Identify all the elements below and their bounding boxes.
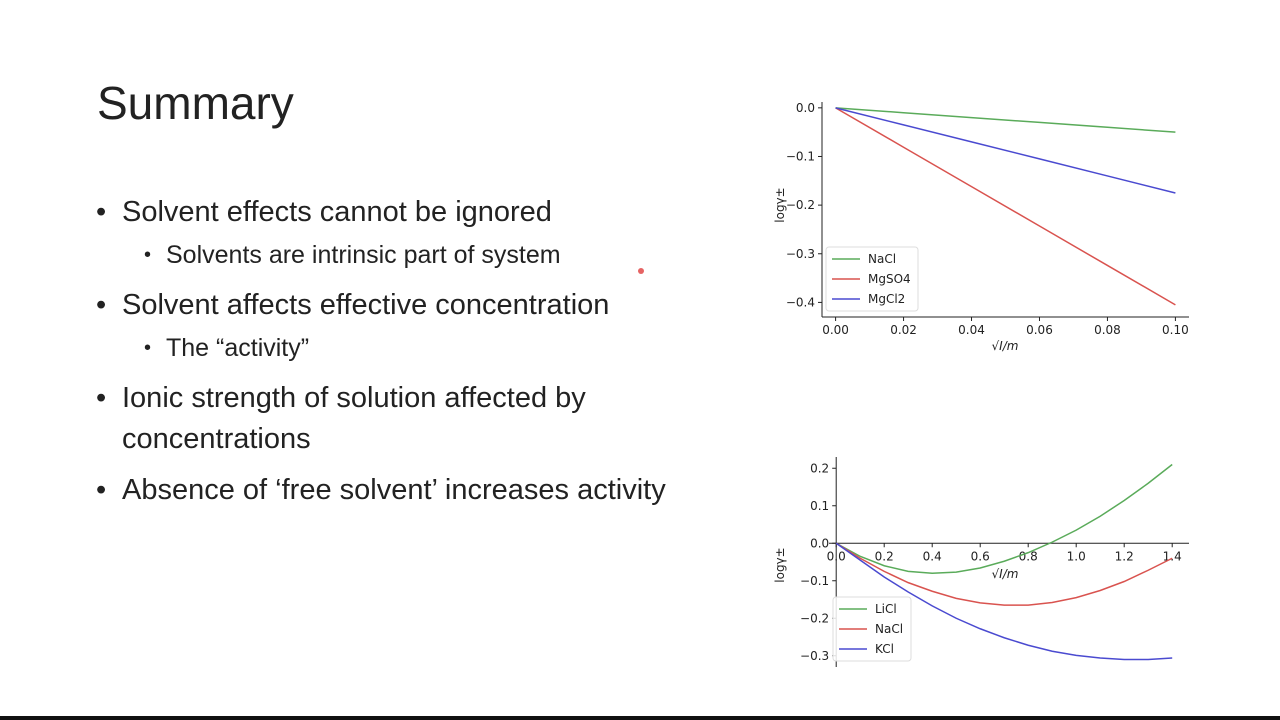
y-tick-label: −0.2	[800, 611, 829, 625]
bullet: Solvent effects cannot be ignored Solvent…	[96, 192, 696, 275]
bottom-bar	[0, 716, 1280, 720]
y-axis-label: logγ±	[773, 187, 787, 222]
series-line	[835, 107, 1176, 133]
bullet-text: Solvent effects cannot be ignored	[122, 196, 552, 228]
legend-box	[825, 246, 919, 312]
legend-label: NaCl	[875, 622, 903, 636]
slide-title: Summary	[97, 77, 294, 129]
series-line	[835, 107, 1176, 306]
x-tick-label: 0.6	[971, 549, 990, 563]
sub-list: Solvents are intrinsic part of system	[122, 235, 696, 275]
bullet-list: Solvent effects cannot be ignored Solvent…	[96, 192, 696, 521]
x-tick-label: 0.02	[890, 323, 917, 337]
y-axis-label: logγ±	[773, 547, 787, 582]
bullet-text: Solvent affects effective concentration	[122, 289, 610, 321]
x-tick-label: 0.08	[1094, 323, 1121, 337]
series-line	[835, 107, 1176, 194]
y-tick-label: 0.0	[810, 536, 829, 550]
y-tick-label: −0.4	[786, 295, 815, 309]
legend-label: MgSO4	[868, 272, 911, 286]
y-tick-label: −0.3	[800, 649, 829, 663]
bullet: Ionic strength of solution affected by c…	[96, 378, 696, 460]
x-tick-label: 0.10	[1162, 323, 1189, 337]
legend-label: LiCl	[875, 602, 897, 616]
x-axis-label: √I/m	[992, 339, 1019, 353]
legend-label: NaCl	[868, 252, 896, 266]
x-tick-label: 1.4	[1163, 549, 1182, 563]
x-tick-label: 0.4	[923, 549, 942, 563]
bullet: Solvent affects effective concentration T…	[96, 285, 696, 368]
legend-label: KCl	[875, 642, 894, 656]
x-tick-label: 1.2	[1115, 549, 1134, 563]
x-tick-label: 0.8	[1019, 549, 1038, 563]
bullet-text: Absence of ‘free solvent’ increases acti…	[122, 474, 666, 506]
bullet: Absence of ‘free solvent’ increases acti…	[96, 470, 696, 511]
legend-box	[832, 596, 912, 662]
sub-bullet: The “activity”	[144, 328, 696, 368]
sub-list: The “activity”	[122, 328, 696, 368]
x-tick-label: 1.0	[1067, 549, 1086, 563]
series-line	[835, 542, 1173, 661]
x-tick-label: 0.00	[822, 323, 849, 337]
y-tick-label: 0.0	[796, 101, 815, 115]
y-tick-label: 0.2	[810, 461, 829, 475]
y-tick-label: −0.3	[786, 247, 815, 261]
x-axis-label: √I/m	[992, 567, 1019, 581]
sub-bullet: Solvents are intrinsic part of system	[144, 235, 696, 275]
y-tick-label: 0.1	[810, 499, 829, 513]
x-tick-label: 0.0	[827, 549, 846, 563]
y-tick-label: −0.1	[800, 574, 829, 588]
series-line	[835, 542, 1173, 606]
y-tick-label: −0.2	[786, 198, 815, 212]
x-tick-label: 0.06	[1026, 323, 1053, 337]
series-line	[835, 463, 1173, 575]
legend-label: MgCl2	[868, 292, 905, 306]
y-tick-label: −0.1	[786, 149, 815, 163]
x-tick-label: 0.04	[958, 323, 985, 337]
bullet-text: Ionic strength of solution affected by c…	[122, 382, 586, 455]
x-tick-label: 0.2	[875, 549, 894, 563]
